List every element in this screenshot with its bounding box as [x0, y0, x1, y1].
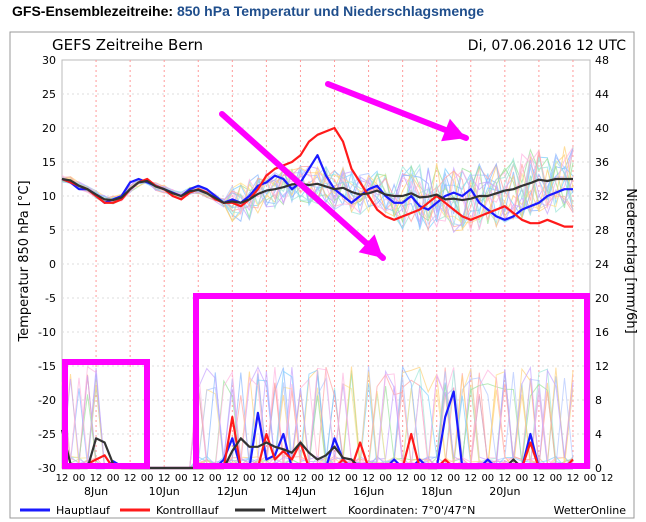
- x-hour-tick-label: 12: [260, 473, 273, 484]
- x-hour-tick-label: 00: [107, 473, 120, 484]
- highlight-box-early: [62, 359, 150, 469]
- y-axis-ticks: 302520151050-5-10-15-20-25-3048444036322…: [38, 54, 609, 475]
- x-date-label: 18Jun: [421, 485, 452, 498]
- temp-line-mittelwert: [61, 177, 573, 204]
- x-hour-tick-label: 12: [396, 473, 409, 484]
- x-hour-tick-label: 12: [430, 473, 443, 484]
- ensemble-chart: GEFS Zeitreihe Bern Di, 07.06.2016 12 UT…: [9, 31, 638, 519]
- x-hour-tick-label: 00: [243, 473, 256, 484]
- temp-line-kontrolllauf: [61, 126, 573, 228]
- x-hour-tick-label: 12: [90, 473, 103, 484]
- y-left-tick-label: -25: [38, 428, 56, 441]
- y-left-tick-label: -5: [45, 292, 56, 305]
- page-header: GFS-Ensemblezeitreihe: 850 hPa Temperatu…: [12, 3, 484, 19]
- brand-label: WetterOnline: [554, 504, 627, 517]
- highlight-box-late: [193, 293, 590, 469]
- annotation-arrow-right: [325, 81, 469, 142]
- x-date-label: 10Jun: [149, 485, 180, 498]
- y-left-tick-label: 20: [42, 122, 56, 135]
- y-right-tick-label: 12: [595, 360, 609, 373]
- x-hour-tick-label: 00: [209, 473, 222, 484]
- x-hour-tick-label: 00: [311, 473, 324, 484]
- x-hour-tick-label: 00: [345, 473, 358, 484]
- annotation-arrow-left: [219, 111, 386, 261]
- ensemble-temperature-member-line: [61, 156, 574, 230]
- x-date-label: 16Jun: [353, 485, 384, 498]
- legend-label-kontrolllauf: Kontrolllauf: [156, 504, 220, 517]
- x-hour-tick-label: 12: [328, 473, 341, 484]
- coordinates-label: Koordinaten: 7°0'/47°N: [348, 504, 475, 517]
- y-left-tick-label: -15: [38, 360, 56, 373]
- x-hour-tick-label: 12: [56, 473, 69, 484]
- x-axis-ticks: 12 00 12 00 12 00 12 00 12 00 12 00 12 00 12 00 12 00 12 00…: [56, 473, 614, 498]
- y-left-tick-label: -20: [38, 394, 56, 407]
- x-hour-tick-label: 00: [175, 473, 188, 484]
- x-date-label: 8Jun: [84, 485, 108, 498]
- x-hour-tick-label: 12: [192, 473, 205, 484]
- y-left-tick-label: -30: [38, 462, 56, 475]
- y-right-tick-label: 28: [595, 224, 609, 237]
- y-right-tick-label: 44: [595, 88, 609, 101]
- x-hour-tick-label: 12: [498, 473, 511, 484]
- y-left-tick-label: 30: [42, 54, 56, 67]
- y-right-tick-label: 24: [595, 258, 609, 271]
- y-left-tick-label: -10: [38, 326, 56, 339]
- chart-title: GEFS Zeitreihe Bern: [52, 36, 203, 54]
- x-hour-tick-label: 12: [124, 473, 137, 484]
- x-hour-tick-label: 12: [158, 473, 171, 484]
- y-right-tick-label: 32: [595, 190, 609, 203]
- y-left-tick-label: 25: [42, 88, 56, 101]
- x-hour-tick-label: 12: [601, 473, 614, 484]
- x-date-label: 14Jun: [285, 485, 316, 498]
- x-date-label: 20Jun: [489, 485, 520, 498]
- temp-line-hauptlauf: [61, 154, 573, 221]
- chart-date: Di, 07.06.2016 12 UTC: [468, 38, 626, 54]
- y-right-tick-label: 4: [595, 428, 602, 441]
- y-right-tick-label: 48: [595, 54, 609, 67]
- x-hour-tick-label: 00: [413, 473, 426, 484]
- y-right-tick-label: 40: [595, 122, 609, 135]
- y-right-tick-label: 0: [595, 462, 602, 475]
- right-axis-label: Niederschlag [mm/6h]: [623, 188, 638, 333]
- x-hour-tick-label: 12: [533, 473, 546, 484]
- y-right-tick-label: 8: [595, 394, 602, 407]
- legend: Hauptlauf Kontrolllauf Mittelwert Koordi…: [20, 504, 626, 517]
- x-hour-tick-label: 00: [141, 473, 154, 484]
- legend-label-hauptlauf: Hauptlauf: [56, 504, 111, 517]
- legend-label-mittelwert: Mittelwert: [271, 504, 327, 517]
- y-left-tick-label: 0: [49, 258, 56, 271]
- x-hour-tick-label: 12: [464, 473, 477, 484]
- y-right-tick-label: 16: [595, 326, 609, 339]
- x-hour-tick-label: 00: [584, 473, 597, 484]
- x-date-label: 12Jun: [217, 485, 248, 498]
- annotations: [62, 81, 590, 469]
- y-left-tick-label: 15: [42, 156, 56, 169]
- x-hour-tick-label: 12: [362, 473, 375, 484]
- y-left-tick-label: 5: [49, 224, 56, 237]
- page-title: 850 hPa Temperatur und Niederschlagsmeng…: [176, 3, 485, 19]
- y-right-tick-label: 20: [595, 292, 609, 305]
- x-hour-tick-label: 12: [294, 473, 307, 484]
- x-hour-tick-label: 00: [550, 473, 563, 484]
- x-hour-tick-label: 00: [447, 473, 460, 484]
- y-left-tick-label: 10: [42, 190, 56, 203]
- x-hour-tick-label: 00: [379, 473, 392, 484]
- left-axis-label: Temperatur 850 hPa [°C]: [17, 180, 32, 342]
- site-label: GFS-Ensemblezeitreihe:: [12, 3, 174, 19]
- x-hour-tick-label: 12: [226, 473, 239, 484]
- x-hour-tick-label: 00: [73, 473, 86, 484]
- x-hour-tick-label: 00: [481, 473, 494, 484]
- x-hour-tick-label: 00: [277, 473, 290, 484]
- y-right-tick-label: 36: [595, 156, 609, 169]
- x-hour-tick-label: 12: [567, 473, 580, 484]
- x-hour-tick-label: 00: [516, 473, 529, 484]
